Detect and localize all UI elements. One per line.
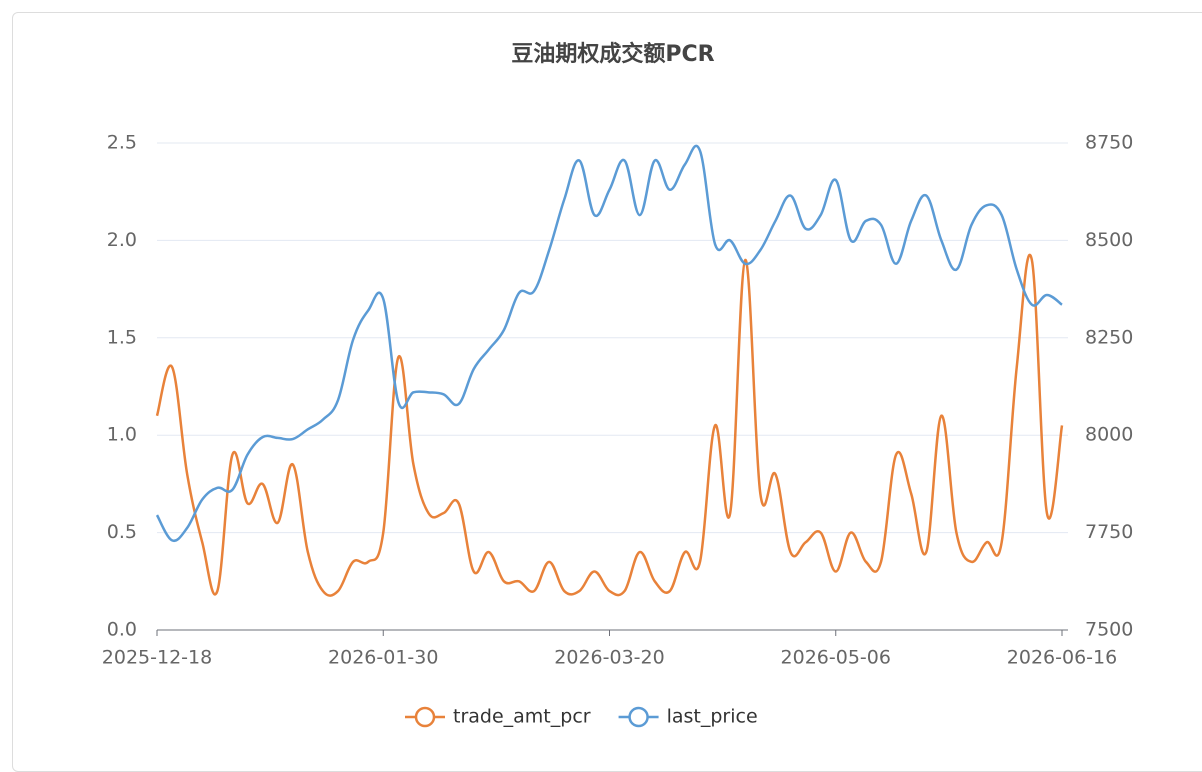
y2-tick-label: 7500 <box>1085 619 1133 641</box>
x-tick-label: 2025-12-18 <box>102 647 212 669</box>
x-tick-label: 2026-01-30 <box>328 647 438 669</box>
y-tick-label: 1.0 <box>107 424 137 446</box>
legend-label: trade_amt_pcr <box>453 706 591 728</box>
legend-marker <box>628 706 649 728</box>
x-tick-label: 2026-06-16 <box>1007 647 1117 669</box>
y2-tick-label: 8500 <box>1085 229 1133 251</box>
series-line <box>155 144 1063 543</box>
y-tick-label: 2.0 <box>107 229 137 251</box>
y2-tick-label: 8000 <box>1085 424 1133 446</box>
y2-tick-label: 8750 <box>1085 132 1133 154</box>
chart-title: 豆油期权成交额PCR <box>511 41 714 67</box>
y-tick-label: 1.5 <box>107 326 137 348</box>
legend-marker <box>414 706 436 728</box>
x-tick-label: 2026-05-06 <box>781 647 891 669</box>
x-tick-label: 2026-03-20 <box>554 647 664 669</box>
y2-tick-label: 7750 <box>1085 521 1133 543</box>
y-tick-label: 2.5 <box>107 132 137 154</box>
series-line <box>155 253 1064 597</box>
y2-tick-label: 8250 <box>1085 326 1133 348</box>
legend-label: last_price <box>667 706 758 728</box>
y-tick-label: 0.5 <box>107 521 137 543</box>
y-tick-label: 0.0 <box>107 619 137 641</box>
